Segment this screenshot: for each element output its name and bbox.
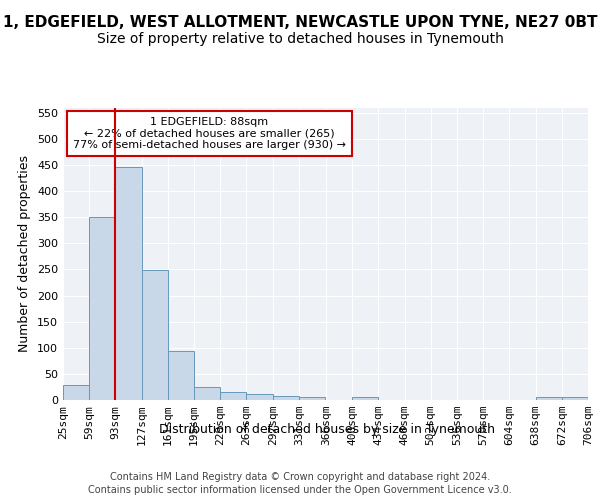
Text: 1, EDGEFIELD, WEST ALLOTMENT, NEWCASTLE UPON TYNE, NE27 0BT: 1, EDGEFIELD, WEST ALLOTMENT, NEWCASTLE … <box>3 15 597 30</box>
Text: Contains HM Land Registry data © Crown copyright and database right 2024.: Contains HM Land Registry data © Crown c… <box>110 472 490 482</box>
Bar <box>352 398 379 400</box>
Bar <box>247 394 272 400</box>
Bar <box>142 270 168 400</box>
Bar <box>299 397 325 400</box>
Bar <box>194 387 220 400</box>
Bar <box>272 396 299 400</box>
Bar <box>562 398 588 400</box>
Text: 1 EDGEFIELD: 88sqm
← 22% of detached houses are smaller (265)
77% of semi-detach: 1 EDGEFIELD: 88sqm ← 22% of detached hou… <box>73 117 346 150</box>
Bar <box>220 392 247 400</box>
Bar <box>63 386 89 400</box>
Text: Distribution of detached houses by size in Tynemouth: Distribution of detached houses by size … <box>159 422 495 436</box>
Bar <box>89 217 115 400</box>
Bar <box>536 398 562 400</box>
Text: Size of property relative to detached houses in Tynemouth: Size of property relative to detached ho… <box>97 32 503 46</box>
Y-axis label: Number of detached properties: Number of detached properties <box>19 155 31 352</box>
Text: Contains public sector information licensed under the Open Government Licence v3: Contains public sector information licen… <box>88 485 512 495</box>
Bar <box>168 352 194 400</box>
Bar <box>115 166 142 400</box>
